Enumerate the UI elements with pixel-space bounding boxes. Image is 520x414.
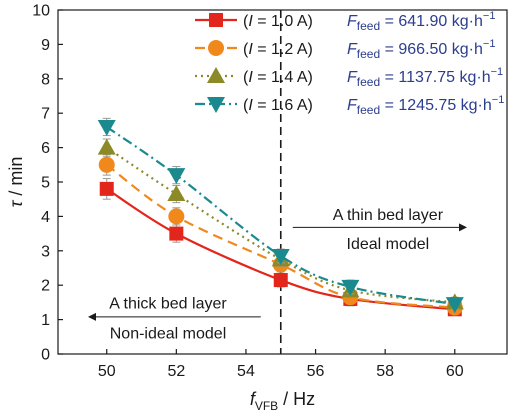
data-point	[97, 138, 116, 155]
series-4	[97, 117, 464, 314]
x-axis-label: fVFB / Hz	[250, 389, 315, 413]
legend-flow-exponent: −1	[491, 66, 504, 78]
legend-flow-label: Ffeed = 641.90 kg·h−1	[347, 10, 495, 33]
annotation-right-top: A thin bed layer	[333, 207, 444, 224]
legend-entry-1: (I = 1.0 A) Ffeed = 641.90 kg·h−1	[195, 10, 495, 33]
legend-current-symbol: I	[248, 13, 253, 30]
legend-marker	[209, 13, 223, 27]
legend-flow-subscript: feed	[357, 47, 380, 61]
y-tick-label: 8	[41, 71, 50, 88]
legend-entry-2: (I = 1.2 A) Ffeed = 966.50 kg·h−1	[195, 38, 495, 61]
legend-entry-3: (I = 1.4 A) Ffeed = 1137.75 kg·h−1	[195, 66, 503, 89]
legend-flow-exponent: −1	[492, 94, 505, 106]
legend-flow-value: = 1137.75 kg·h	[380, 69, 490, 86]
y-tick-label: 4	[41, 209, 50, 226]
annotation-left-arrowhead	[88, 312, 96, 321]
y-tick-label: 6	[41, 140, 50, 157]
legend-flow-exponent: −1	[483, 10, 496, 22]
legend-flow-symbol: F	[347, 97, 358, 114]
legend-current-symbol: I	[248, 69, 253, 86]
y-axis-label: τ / min	[6, 157, 26, 208]
legend-flow-label: Ffeed = 966.50 kg·h−1	[347, 38, 495, 61]
legend-current-label: (I = 1.0 A)	[243, 13, 313, 30]
legend-flow-symbol: F	[347, 13, 358, 30]
legend-flow-symbol: F	[347, 41, 358, 58]
legend-current-prefix: (	[243, 13, 249, 30]
legend-marker	[208, 40, 224, 56]
legend-current-value: = 1.2 A)	[253, 41, 313, 58]
data-point	[271, 248, 290, 265]
annotation-left-top: A thick bed layer	[109, 296, 227, 313]
legend-marker	[207, 97, 225, 113]
x-tick-label: 60	[446, 363, 464, 380]
data-point	[273, 273, 288, 288]
legend-current-label: (I = 1.6 A)	[243, 97, 313, 114]
annotation-right-arrowhead	[459, 223, 467, 232]
y-tick-label: 7	[41, 106, 50, 123]
legend-current-prefix: (	[243, 97, 249, 114]
legend-current-symbol: I	[248, 97, 253, 114]
data-point	[169, 226, 184, 241]
legend-current-symbol: I	[248, 41, 253, 58]
series-layer	[97, 117, 464, 317]
legend-flow-value: = 966.50 kg·h	[380, 41, 483, 58]
data-point	[167, 185, 186, 202]
legend: (I = 1.0 A) Ffeed = 641.90 kg·h−1(I = 1.2…	[195, 10, 504, 117]
legend-flow-value: = 641.90 kg·h	[380, 13, 483, 30]
annotation-right-bottom: Ideal model	[347, 236, 430, 253]
legend-flow-subscript: feed	[357, 103, 380, 117]
legend-flow-value: = 1245.75 kg·h	[380, 97, 492, 114]
legend-flow-label: Ffeed = 1245.75 kg·h−1	[347, 94, 504, 117]
x-tick-label: 52	[167, 363, 185, 380]
y-tick-label: 9	[41, 37, 50, 54]
legend-current-prefix: (	[243, 69, 249, 86]
legend-current-value: = 1.0 A)	[253, 13, 313, 30]
annotation-left-bottom: Non-ideal model	[110, 326, 227, 343]
legend-flow-exponent: −1	[483, 38, 496, 50]
legend-current-label: (I = 1.2 A)	[243, 41, 313, 58]
x-axis-label-subscript: VFB	[255, 399, 278, 413]
data-point	[98, 156, 115, 173]
y-axis-label-symbol: τ	[6, 199, 26, 207]
data-point	[97, 119, 116, 136]
legend-flow-subscript: feed	[357, 19, 380, 33]
y-axis-label-unit: / min	[6, 157, 26, 201]
legend-flow-label: Ffeed = 1137.75 kg·h−1	[347, 66, 503, 89]
y-tick-label: 2	[41, 278, 50, 295]
data-point	[445, 297, 464, 314]
data-point	[168, 208, 185, 225]
legend-flow-subscript: feed	[357, 75, 380, 89]
y-tick-label: 5	[41, 175, 50, 192]
legend-current-value: = 1.4 A)	[253, 69, 313, 86]
y-tick-label: 1	[41, 312, 50, 329]
y-tick-label: 0	[41, 347, 50, 364]
legend-marker	[207, 67, 225, 83]
x-axis-label-unit: / Hz	[278, 389, 315, 409]
x-tick-label: 50	[98, 363, 116, 380]
legend-current-value: = 1.6 A)	[253, 97, 313, 114]
data-point	[341, 279, 360, 296]
legend-current-label: (I = 1.4 A)	[243, 69, 313, 86]
x-axis-label-symbol: f	[250, 389, 257, 409]
x-tick-label: 56	[307, 363, 325, 380]
y-tick-label: 10	[32, 3, 50, 20]
data-point	[167, 168, 186, 185]
data-point	[99, 181, 114, 196]
y-tick-label: 3	[41, 243, 50, 260]
legend-entry-4: (I = 1.6 A) Ffeed = 1245.75 kg·h−1	[195, 94, 504, 117]
x-tick-label: 58	[376, 363, 394, 380]
x-tick-label: 54	[237, 363, 255, 380]
legend-flow-symbol: F	[347, 69, 358, 86]
legend-current-prefix: (	[243, 41, 249, 58]
annotations: A thin bed layer Ideal model A thick bed l…	[88, 207, 467, 343]
